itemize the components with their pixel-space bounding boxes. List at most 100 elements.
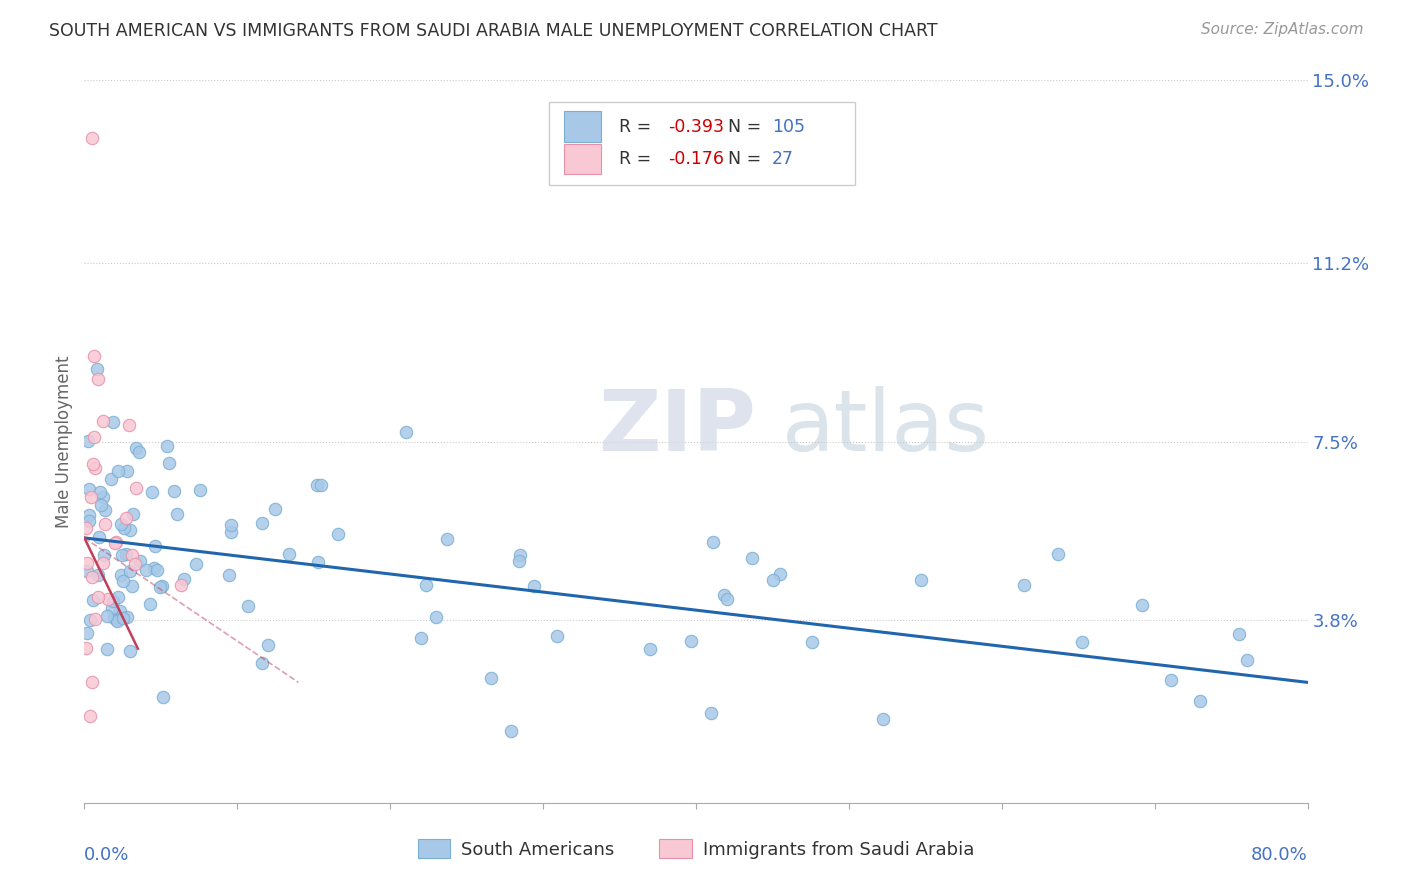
Point	[125, 481, 148, 495]
Point	[77, 514, 100, 528]
Text: SOUTH AMERICAN VS IMMIGRANTS FROM SAUDI ARABIA MALE UNEMPLOYMENT CORRELATION CHA: SOUTH AMERICAN VS IMMIGRANTS FROM SAUDI …	[49, 22, 938, 40]
Point	[121, 548, 143, 562]
Point	[100, 472, 122, 486]
Point	[713, 588, 735, 602]
Point	[76, 565, 98, 579]
Point	[93, 548, 115, 562]
Text: N =: N =	[717, 118, 766, 136]
Point	[221, 524, 243, 539]
Point	[112, 611, 135, 625]
Y-axis label: Male Unemployment: Male Unemployment	[55, 355, 73, 528]
Point	[94, 517, 117, 532]
Point	[425, 609, 447, 624]
Text: -0.393: -0.393	[668, 118, 724, 136]
Point	[479, 671, 502, 685]
Point	[1047, 547, 1070, 561]
Point	[114, 547, 136, 561]
Point	[87, 372, 110, 386]
Point	[1227, 627, 1250, 641]
Point	[219, 517, 242, 532]
Point	[143, 539, 166, 553]
Point	[84, 461, 107, 475]
Point	[307, 555, 329, 569]
Point	[80, 675, 103, 690]
Point	[83, 349, 105, 363]
Point	[135, 563, 157, 577]
Point	[1160, 673, 1182, 687]
Point	[910, 573, 932, 587]
Point	[157, 456, 180, 470]
Point	[236, 599, 259, 614]
Point	[124, 557, 146, 571]
Point	[173, 572, 195, 586]
Point	[139, 597, 162, 611]
Point	[91, 556, 114, 570]
Point	[1188, 694, 1211, 708]
Point	[94, 503, 117, 517]
Point	[1130, 598, 1153, 612]
Text: 105: 105	[772, 118, 804, 136]
Point	[76, 434, 98, 449]
Point	[149, 580, 172, 594]
Point	[141, 484, 163, 499]
Point	[118, 417, 141, 432]
Point	[86, 362, 108, 376]
Point	[112, 520, 135, 534]
Point	[105, 613, 128, 627]
Text: Source: ZipAtlas.com: Source: ZipAtlas.com	[1201, 22, 1364, 37]
Point	[101, 415, 124, 429]
Point	[91, 414, 114, 428]
Point	[163, 483, 186, 498]
Point	[80, 491, 103, 505]
Point	[93, 490, 115, 504]
FancyBboxPatch shape	[550, 102, 855, 185]
Point	[82, 593, 104, 607]
Point	[1236, 653, 1258, 667]
Point	[83, 612, 105, 626]
Point	[702, 534, 724, 549]
Point	[115, 609, 138, 624]
Point	[800, 635, 823, 649]
Text: 80.0%: 80.0%	[1251, 847, 1308, 864]
Point	[96, 641, 118, 656]
Point	[96, 609, 118, 624]
Text: R =: R =	[619, 150, 657, 168]
Point	[110, 567, 132, 582]
Point	[716, 591, 738, 606]
Point	[501, 723, 523, 738]
Point	[872, 712, 894, 726]
Point	[509, 548, 531, 562]
Point	[90, 498, 112, 512]
Point	[129, 554, 152, 568]
Point	[76, 625, 98, 640]
Point	[108, 604, 131, 618]
Point	[250, 516, 273, 530]
Point	[1012, 577, 1035, 591]
Point	[146, 563, 169, 577]
Legend: South Americans, Immigrants from Saudi Arabia: South Americans, Immigrants from Saudi A…	[411, 832, 981, 866]
Point	[184, 558, 207, 572]
Text: -0.176: -0.176	[668, 150, 724, 168]
Text: ZIP: ZIP	[598, 385, 756, 468]
Point	[395, 425, 418, 439]
Point	[762, 574, 785, 588]
Point	[328, 526, 350, 541]
Text: 0.0%: 0.0%	[84, 847, 129, 864]
Point	[82, 457, 104, 471]
Point	[107, 590, 129, 604]
Point	[121, 578, 143, 592]
Point	[118, 523, 141, 537]
Point	[769, 566, 792, 581]
Point	[101, 594, 124, 608]
Point	[101, 600, 124, 615]
Point	[114, 511, 136, 525]
Point	[87, 568, 110, 582]
Point	[150, 578, 173, 592]
Point	[118, 564, 141, 578]
Point	[125, 442, 148, 456]
Text: R =: R =	[619, 118, 657, 136]
Point	[741, 551, 763, 566]
Point	[436, 532, 458, 546]
Point	[122, 507, 145, 521]
Bar	[564, 112, 600, 142]
